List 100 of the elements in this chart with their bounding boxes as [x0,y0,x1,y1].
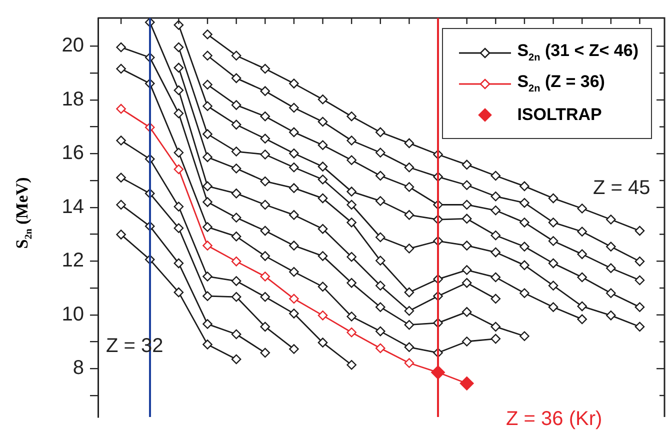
point [260,176,270,186]
point [462,278,472,288]
point [634,302,645,312]
point [260,134,270,144]
point [606,310,616,320]
point [318,251,328,261]
point [346,312,356,322]
point [462,214,472,224]
point [462,160,472,170]
point [404,138,414,148]
point [490,230,501,240]
point [346,155,356,166]
point [634,226,645,236]
point [116,172,126,182]
point [634,275,645,286]
point [404,358,414,368]
point [202,181,212,192]
point [634,322,645,332]
point [490,170,501,181]
y-tick-label: 18 [62,88,84,110]
point [174,42,184,52]
point [606,288,616,298]
point [577,249,587,260]
point [375,148,386,158]
point [231,292,242,302]
point [548,218,558,228]
point [202,240,212,250]
y-tick-label: 20 [62,34,84,57]
point [318,94,328,104]
point [260,226,270,236]
point [318,162,328,172]
point [260,150,270,160]
point [318,224,328,234]
point [116,230,126,240]
point [260,272,270,282]
point [577,226,587,237]
point [202,129,212,139]
y-tick-label: 16 [62,142,84,164]
point [318,338,328,348]
point [174,164,184,174]
annotation: Z = 36 (Kr) [506,408,602,430]
point [231,329,242,340]
y-tick-label: 10 [62,303,84,326]
point [231,100,242,110]
point [634,256,645,266]
point [462,180,472,190]
point [231,232,242,242]
point [548,236,558,246]
point [202,80,212,90]
point [375,326,386,336]
point [520,260,530,270]
point [490,247,501,258]
point [260,292,270,302]
point [404,306,414,316]
point [116,200,126,210]
point [548,193,558,204]
point [174,258,184,268]
point [404,287,414,298]
point [375,302,386,312]
point [577,314,587,324]
point [577,272,587,282]
point [260,348,270,358]
point [231,50,242,61]
point [116,64,126,74]
point [318,193,328,204]
point [116,136,126,146]
legend-label: S$_{2n}$ (31 < Z< 46) [517,41,638,64]
point [520,218,530,228]
point [174,287,184,298]
point [289,344,299,354]
point [174,223,184,234]
point [289,308,299,318]
point [346,200,356,210]
point [490,322,501,332]
point [548,258,558,268]
point [174,148,184,158]
point [404,182,414,192]
point [260,64,270,74]
point [289,267,299,277]
point [404,244,414,254]
point [318,282,328,292]
point [260,322,270,332]
point [289,148,299,158]
point [231,73,242,84]
point [606,214,616,224]
point [375,343,386,354]
point [375,127,386,138]
point [346,136,356,146]
point [318,116,328,127]
point [490,334,501,344]
point [318,174,328,184]
point [375,196,386,206]
point [375,280,386,291]
point [346,186,356,196]
point [375,232,386,242]
point [490,205,501,216]
y-tick-label: 14 [62,196,84,218]
point [260,200,270,210]
point [520,198,530,208]
point [520,331,530,342]
